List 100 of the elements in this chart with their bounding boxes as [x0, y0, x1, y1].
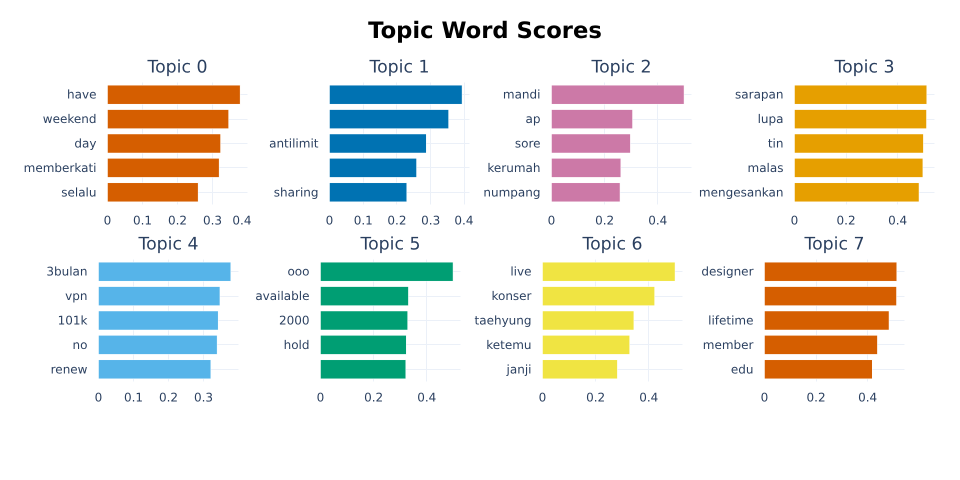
- y-tick-label: edu: [730, 362, 754, 376]
- x-tick-label: 0.2: [836, 214, 856, 228]
- y-tick-label: ap: [526, 112, 541, 126]
- bar: [98, 310, 218, 330]
- y-tick-label: ooo: [287, 264, 310, 279]
- bar: [330, 134, 427, 154]
- y-tick-label: available: [255, 289, 310, 304]
- x-tick-label: 0: [104, 214, 112, 228]
- y-tick-label: memberkati: [24, 160, 96, 175]
- bar: [320, 360, 406, 380]
- x-tick-label: 0: [94, 390, 102, 404]
- y-tick-label: mengesankan: [698, 185, 784, 200]
- chart-title: Topic 0: [146, 58, 208, 78]
- x-tick-label: 0.3: [421, 214, 440, 228]
- bar: [552, 158, 622, 178]
- bar: [764, 262, 898, 282]
- x-tick-label: 0: [790, 214, 798, 228]
- bar: [98, 262, 232, 282]
- y-tick-label: selalu: [61, 185, 97, 200]
- x-tick-label: 0.4: [858, 390, 878, 404]
- bar: [108, 134, 221, 154]
- y-tick-label: 2000: [278, 314, 310, 328]
- chart-title: Topic 2: [590, 58, 652, 78]
- chart-title: Topic 1: [368, 58, 430, 78]
- y-tick-label: lifetime: [708, 314, 754, 328]
- bar: [542, 310, 634, 330]
- bar: [320, 262, 454, 282]
- bar: [552, 134, 631, 154]
- y-tick-label: designer: [701, 264, 754, 279]
- x-tick-label: 0.2: [806, 390, 826, 404]
- bar: [764, 310, 890, 330]
- bar: [320, 335, 407, 355]
- bar: [320, 310, 408, 330]
- y-tick-label: kerumah: [487, 160, 540, 175]
- y-tick-label: malas: [748, 160, 784, 175]
- y-tick-label: tin: [768, 136, 784, 150]
- x-tick-label: 0.3: [202, 214, 222, 228]
- y-tick-label: have: [67, 88, 97, 102]
- bar: [764, 286, 897, 306]
- bar: [552, 109, 633, 129]
- y-tick-label: vpn: [65, 289, 88, 304]
- bar: [552, 84, 684, 104]
- y-tick-label: live: [510, 264, 532, 279]
- x-tick-label: 0.2: [158, 390, 178, 404]
- bar: [98, 286, 220, 306]
- y-tick-label: ketemu: [486, 338, 532, 352]
- bar: [542, 262, 676, 282]
- bar: [330, 158, 417, 178]
- y-tick-label: renew: [50, 362, 88, 376]
- bar: [764, 335, 878, 355]
- bar: [108, 182, 198, 202]
- x-tick-label: 0.4: [232, 214, 252, 228]
- chart-title: Topic 7: [803, 234, 865, 254]
- y-tick-label: taehyung: [474, 314, 532, 328]
- y-tick-label: 3bulan: [46, 264, 88, 279]
- y-tick-label: 101k: [58, 314, 88, 328]
- y-tick-label: antilimit: [269, 136, 319, 150]
- x-tick-label: 0.1: [354, 214, 373, 228]
- y-tick-label: konser: [491, 289, 532, 304]
- x-tick-label: 0.1: [124, 390, 144, 404]
- bar: [98, 360, 212, 380]
- x-tick-label: 0: [316, 390, 324, 404]
- x-tick-label: 0.1: [132, 214, 152, 228]
- y-tick-label: weekend: [42, 112, 97, 126]
- chart-title: Topic 4: [137, 234, 199, 254]
- x-tick-label: 0.4: [417, 390, 436, 404]
- y-tick-label: no: [72, 338, 88, 352]
- y-tick-label: lupa: [758, 112, 784, 126]
- y-tick-label: sore: [514, 136, 541, 150]
- x-tick-label: 0.2: [595, 214, 614, 228]
- y-tick-label: member: [702, 338, 754, 352]
- x-tick-label: 0.4: [648, 214, 668, 228]
- bar: [542, 360, 618, 380]
- y-tick-label: hold: [284, 338, 310, 352]
- bar: [330, 182, 408, 202]
- y-tick-label: mandi: [502, 88, 541, 102]
- bar: [552, 182, 620, 202]
- x-tick-label: 0: [538, 390, 546, 404]
- bar: [764, 360, 873, 380]
- bar: [108, 109, 229, 129]
- text: Topic Word Scores: [368, 17, 602, 46]
- x-tick-label: 0.4: [639, 390, 658, 404]
- bar: [320, 286, 409, 306]
- bar: [98, 335, 218, 355]
- y-tick-label: day: [74, 136, 97, 150]
- x-tick-label: 0: [548, 214, 556, 228]
- bar: [542, 286, 655, 306]
- y-tick-label: sharing: [274, 185, 318, 200]
- bar: [108, 84, 240, 104]
- y-tick-label: sarapan: [735, 88, 784, 102]
- y-tick-label: numpang: [483, 185, 540, 200]
- x-tick-label: 0.2: [586, 390, 606, 404]
- bar: [330, 84, 462, 104]
- x-tick-label: 0.2: [364, 390, 384, 404]
- x-tick-label: 0.2: [387, 214, 407, 228]
- bar: [542, 335, 630, 355]
- x-tick-label: 0: [326, 214, 334, 228]
- x-tick-label: 0.2: [168, 214, 188, 228]
- y-tick-label: janji: [506, 362, 532, 376]
- x-tick-label: 0.4: [454, 214, 474, 228]
